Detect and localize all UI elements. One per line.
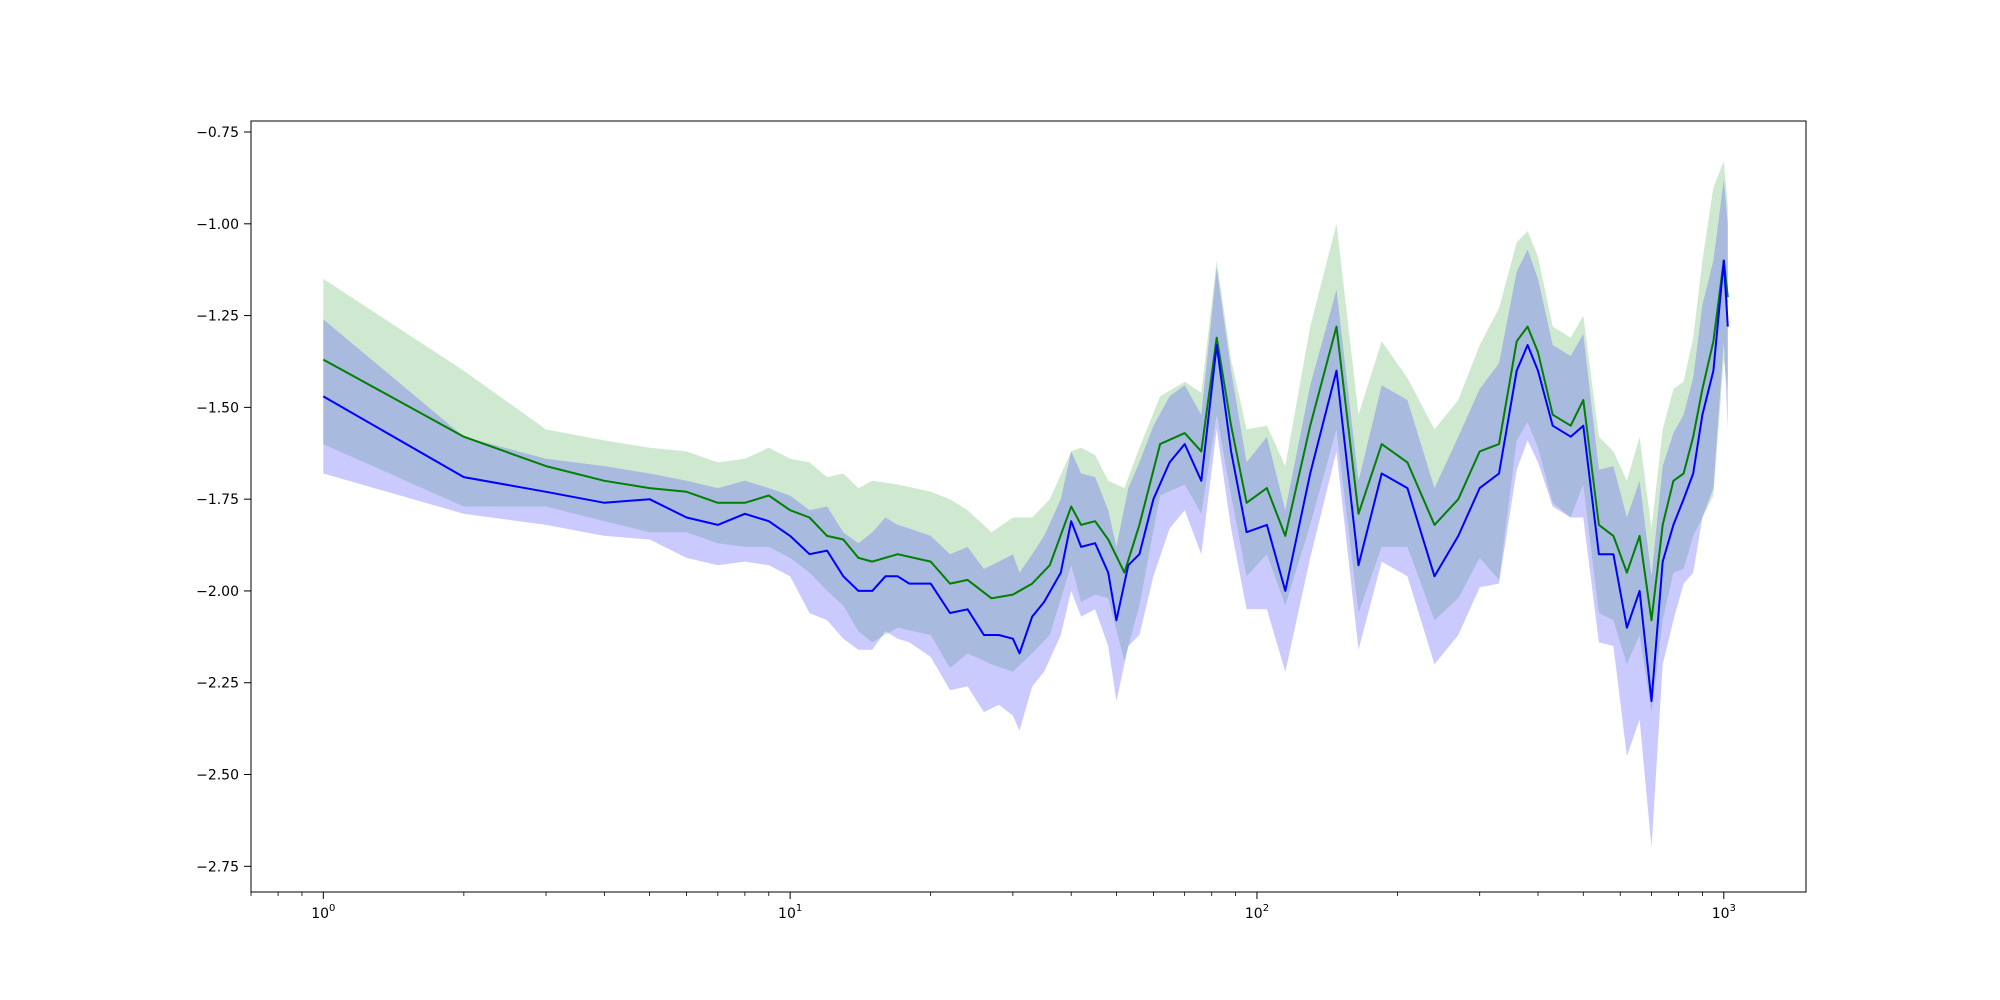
y-tick-label: −1.50 [196, 400, 239, 416]
series-2-line [322, 259, 1729, 703]
x-tick-label-exponent: 1 [796, 903, 802, 914]
series-1-band [323, 161, 1728, 713]
y-tick-label: −0.75 [196, 125, 239, 141]
y-tick-label: −1.75 [196, 492, 239, 508]
series-lines [322, 259, 1729, 703]
x-tick-label: 103 [1712, 903, 1736, 922]
x-axis: 100 101 102 103 [250, 892, 1736, 922]
x-tick-label: 100 [311, 903, 335, 922]
y-axis: −0.75 −1.00 −1.25 −1.50 −1.75 −2.00 −2.25 −2.50… [196, 125, 251, 875]
x-tick-label-base: 10 [1712, 906, 1730, 922]
x-tick-label-exponent: 2 [1263, 903, 1269, 914]
x-tick-label: 102 [1245, 903, 1269, 922]
plot-area-frame [250, 120, 1807, 893]
y-tick-label: −2.25 [196, 676, 239, 692]
confidence-bands [323, 161, 1728, 848]
series-2-band [323, 179, 1728, 848]
x-tick-label-exponent: 3 [1730, 903, 1736, 914]
y-tick-label: −2.00 [196, 584, 239, 600]
x-tick-label-exponent: 0 [329, 903, 335, 914]
y-tick-label: −2.50 [196, 768, 239, 784]
x-tick-label-base: 10 [1245, 906, 1263, 922]
x-tick-label: 101 [778, 903, 802, 922]
y-tick-label: −1.00 [196, 217, 239, 233]
y-tick-label: −1.25 [196, 309, 239, 325]
y-tick-label: −2.75 [196, 859, 239, 875]
x-tick-label-base: 10 [311, 906, 329, 922]
series-1-line [322, 259, 1729, 622]
x-tick-label-base: 10 [778, 906, 796, 922]
